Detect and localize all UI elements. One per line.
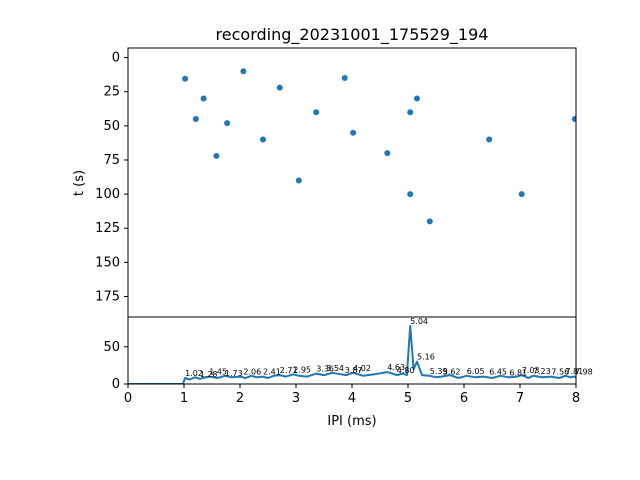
raster-ytick-label: 25 [103, 85, 120, 100]
peak-label: 7.81 [565, 367, 583, 376]
peak-label: 5.04 [410, 317, 428, 326]
histogram-frame [127, 316, 577, 385]
raster-point [341, 75, 348, 81]
raster-ytick-label: 100 [95, 187, 120, 202]
raster-ytick-label: 0 [112, 51, 120, 66]
peak-label: 6.45 [489, 368, 507, 377]
peak-label: 7.56 [551, 368, 569, 377]
histogram-xtick-label: 4 [348, 391, 356, 406]
peak-label: 1.28 [200, 370, 218, 379]
histogram-xtick-label: 5 [404, 391, 412, 406]
peak-label: 6.81 [509, 368, 527, 377]
ipi-histogram-line [128, 324, 576, 384]
peak-label: 6.05 [467, 367, 485, 376]
raster-y-axis: 0 25 50 75 100 125 150 175 [95, 51, 128, 305]
raster-point [426, 218, 433, 225]
peak-label: 4.02 [353, 364, 371, 373]
peak-label: 7.98 [575, 368, 593, 377]
raster-point [276, 84, 283, 91]
peak-label: 3.36 [316, 365, 334, 374]
peak-label: 3.87 [345, 366, 363, 375]
raster-ytick-label: 50 [103, 119, 120, 134]
raster-point [350, 129, 357, 136]
peak-label: 2.06 [243, 368, 261, 377]
peak-label: 7.03 [522, 366, 540, 375]
raster-ytick-label: 175 [95, 290, 120, 305]
peak-label: 2.41 [263, 368, 281, 377]
peak-labels: 1.021.281.451.73 2.06 2.412.712.95 3.363.54… [185, 317, 593, 379]
raster-ylabel: t (s) [72, 170, 87, 196]
histogram-x-axis: 0 1 2 3 4 5 6 7 8 [124, 384, 580, 406]
raster-point [182, 75, 189, 82]
peak-label: 1.45 [209, 368, 227, 377]
raster-point [213, 152, 220, 159]
histogram-xtick-label: 3 [292, 391, 300, 406]
peak-label: 2.95 [293, 365, 311, 374]
chart-title: recording_20231001_175529_194 [216, 25, 489, 45]
raster-ytick-label: 150 [95, 255, 120, 270]
peak-label: 4.63 [387, 363, 405, 372]
raster-point [295, 177, 302, 184]
histogram-xlabel: IPI (ms) [327, 414, 376, 429]
raster-point [414, 95, 420, 102]
histogram-y-axis: 0 50 [103, 340, 128, 392]
ipi-histogram: 1.021.281.451.73 2.06 2.412.712.95 3.363.54… [103, 316, 593, 429]
histogram-xtick-label: 7 [516, 391, 524, 406]
raster-point [407, 191, 414, 198]
histogram-ytick-label: 0 [112, 377, 120, 392]
raster-ytick-label: 75 [103, 153, 120, 168]
peak-label: 5.62 [443, 368, 461, 377]
raster-point [384, 150, 391, 157]
histogram-xtick-label: 8 [572, 391, 580, 406]
histogram-xtick-label: 0 [124, 391, 132, 406]
raster-point [313, 109, 320, 116]
histogram-xtick-label: 6 [460, 391, 468, 406]
histogram-xtick-label: 2 [236, 391, 244, 406]
raster-point [486, 136, 493, 143]
raster-points [182, 68, 576, 225]
raster-ytick-label: 125 [95, 221, 120, 236]
peak-label: 7.23 [533, 367, 551, 376]
raster-point [240, 68, 247, 75]
histogram-xtick-label: 1 [180, 391, 188, 406]
raster-point [518, 191, 525, 198]
raster-point [571, 116, 576, 122]
raster-point [192, 116, 199, 122]
raster-point [224, 120, 231, 127]
peak-label: 5.16 [417, 353, 435, 362]
histogram-ytick-label: 50 [103, 340, 120, 355]
raster-point [407, 109, 414, 116]
peak-label: 2.71 [280, 366, 298, 375]
peak-label: 1.02 [185, 369, 203, 378]
peak-label: 5.39 [430, 367, 448, 376]
raster-point [200, 95, 207, 102]
raster-point [260, 136, 266, 143]
peak-label: 1.73 [225, 369, 243, 378]
peak-label: 4.80 [397, 366, 415, 375]
peak-label: 3.54 [326, 364, 344, 373]
